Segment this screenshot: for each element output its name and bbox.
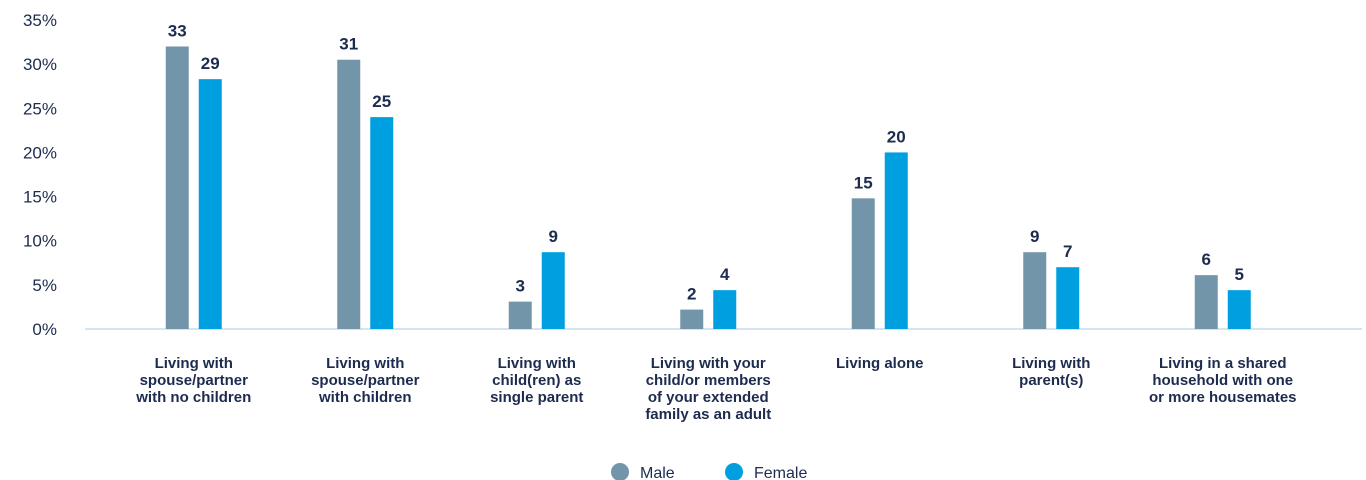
y-tick-label: 15% (23, 188, 57, 207)
x-tick-label: Living with your child/or members of your … (645, 355, 771, 423)
x-tick-label-line: Living with (155, 355, 233, 372)
x-tick-label-line: household with one (1152, 372, 1293, 389)
bar-male (1194, 275, 1218, 329)
y-tick-label: 5% (32, 276, 57, 295)
data-label: 6 (1202, 250, 1211, 269)
data-label: 5 (1235, 265, 1244, 284)
x-tick-label-line: child(ren) as (492, 372, 581, 389)
x-tick-label-line: Living with (498, 355, 576, 372)
x-tick-label-line: spouse/partner (140, 372, 249, 389)
data-label: 31 (339, 35, 358, 54)
data-label: 20 (887, 127, 906, 146)
legend-marker-female (725, 463, 743, 480)
x-tick-label-line: Living with (1012, 355, 1090, 372)
data-label: 9 (1030, 227, 1039, 246)
y-tick-label: 10% (23, 232, 57, 251)
x-tick-label-line: with no children (135, 389, 251, 406)
x-tick-label-line: or more housemates (1149, 389, 1297, 406)
bar-female (198, 79, 222, 329)
y-tick-label: 20% (23, 143, 57, 162)
bar-male (1023, 252, 1047, 329)
data-label: 9 (549, 227, 558, 246)
x-tick-label: Living with spouse/partner with children (311, 355, 420, 406)
data-label: 29 (201, 54, 220, 73)
x-tick-label-line: Living alone (836, 355, 924, 372)
y-tick-label: 35% (23, 11, 57, 30)
data-label: 25 (372, 92, 391, 111)
data-label: 3 (516, 277, 525, 296)
x-tick-label: Living with spouse/partner with no childre… (135, 355, 251, 406)
x-tick-label-line: of your extended (648, 389, 769, 406)
x-tick-label-line: Living in a shared (1159, 355, 1287, 372)
bar-female (1227, 290, 1251, 329)
data-label: 7 (1063, 242, 1072, 261)
x-axis: Living with spouse/partner with no childre… (135, 355, 1296, 423)
x-tick-label: Living with child(ren) as single parent (490, 355, 583, 406)
bars: 33 29 31 25 3 9 2 4 15 20 9 7 6 5 (165, 21, 1251, 329)
y-tick-label: 25% (23, 99, 57, 118)
x-tick-label: Living in a shared household with one or m… (1149, 355, 1297, 406)
legend: Male Female (611, 463, 807, 480)
y-tick-label: 0% (32, 320, 57, 339)
bar-male (508, 301, 532, 329)
bar-female (370, 117, 394, 329)
legend-marker-male (611, 463, 629, 480)
x-tick-label-line: parent(s) (1019, 372, 1083, 389)
x-tick-label-line: single parent (490, 389, 583, 406)
bar-female (541, 252, 565, 329)
legend-label: Female (754, 465, 807, 480)
data-label: 2 (687, 285, 696, 304)
y-axis: 0% 5% 10% 15% 20% 25% 30% 35% (23, 11, 57, 339)
data-label: 15 (854, 173, 873, 192)
x-tick-label-line: with children (318, 389, 412, 406)
x-tick-label-line: spouse/partner (311, 372, 420, 389)
bar-male (680, 309, 704, 329)
data-label: 4 (720, 265, 730, 284)
bar-male (165, 46, 189, 329)
y-tick-label: 30% (23, 55, 57, 74)
x-tick-label-line: family as an adult (645, 406, 771, 423)
x-tick-label-line: child/or members (646, 372, 771, 389)
data-label: 33 (168, 21, 187, 40)
x-tick-label-line: Living with your (651, 355, 766, 372)
bar-female (884, 152, 908, 329)
x-tick-label: Living with parent(s) (1012, 355, 1090, 389)
x-tick-label: Living alone (836, 355, 924, 372)
bar-male (851, 198, 875, 329)
bar-female (1056, 267, 1080, 329)
legend-label: Male (640, 465, 675, 480)
x-tick-label-line: Living with (326, 355, 404, 372)
bar-female (713, 290, 737, 329)
bar-male (337, 59, 361, 329)
